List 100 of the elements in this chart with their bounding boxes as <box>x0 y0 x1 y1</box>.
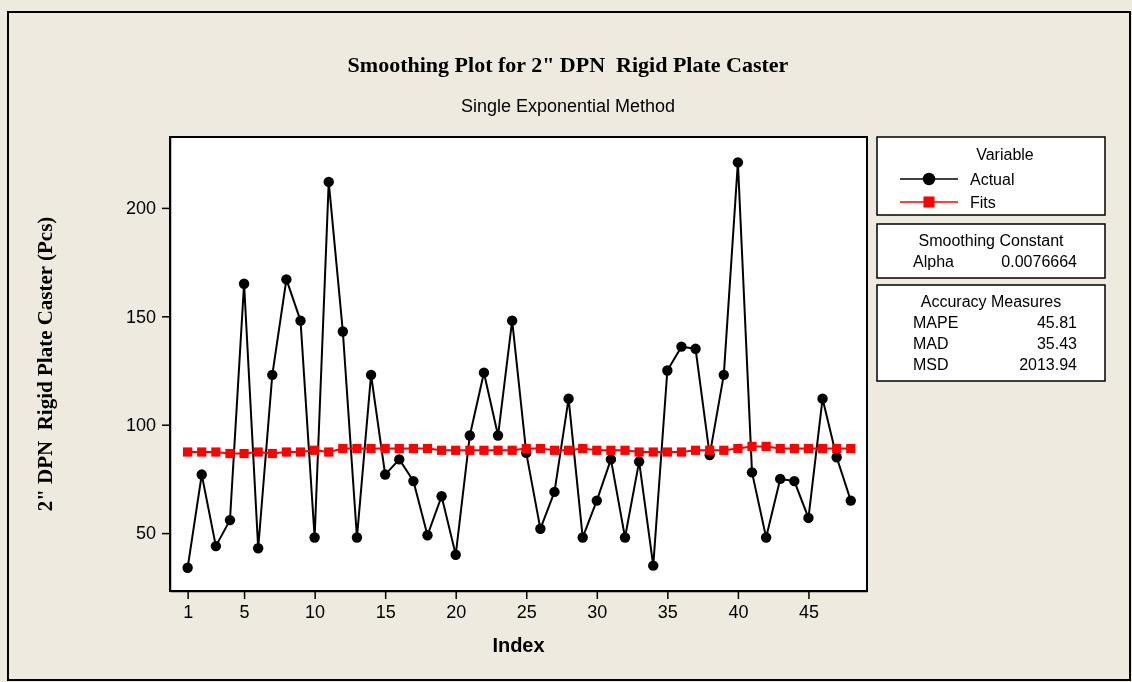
point <box>253 447 263 457</box>
point <box>845 495 856 506</box>
text: MAD 35.43 <box>913 335 1077 352</box>
point <box>746 467 758 478</box>
point <box>295 447 306 457</box>
point <box>479 445 489 455</box>
point <box>605 454 617 465</box>
text: MSD 2013.94 <box>913 356 1077 373</box>
point <box>338 443 348 454</box>
point <box>648 447 658 457</box>
text: MAPE 45.81 <box>913 314 1077 331</box>
point <box>619 532 631 543</box>
point <box>182 562 193 573</box>
point <box>310 445 320 455</box>
point <box>620 445 630 455</box>
point <box>719 445 729 455</box>
point <box>761 441 771 451</box>
text: Accuracy Measures <box>920 293 1062 310</box>
point <box>324 447 334 457</box>
point <box>634 447 644 457</box>
point <box>211 447 221 457</box>
point <box>817 393 828 404</box>
x-tick-label: 15 <box>375 601 396 622</box>
point <box>549 445 560 455</box>
point <box>747 441 757 451</box>
point <box>238 278 250 289</box>
point <box>281 447 292 457</box>
point <box>309 532 320 543</box>
point <box>197 447 207 457</box>
text: Smoothing Constant <box>918 232 1065 249</box>
point <box>408 475 419 487</box>
point <box>633 456 645 467</box>
y-axis-title: 2" DPN Rigid Plate Caster (Pcs) <box>33 216 57 512</box>
point <box>380 443 390 454</box>
text: Alpha 0.0076664 <box>913 253 1077 270</box>
x-tick-label: 25 <box>516 601 537 622</box>
point <box>775 473 786 485</box>
x-tick-label: 35 <box>657 601 678 622</box>
point <box>295 315 306 326</box>
point <box>422 443 433 454</box>
point <box>591 495 603 506</box>
point <box>337 326 349 337</box>
x-tick-label: 1 <box>183 601 194 622</box>
point <box>267 369 278 381</box>
point <box>492 430 504 441</box>
point <box>775 443 785 454</box>
point <box>408 443 418 454</box>
point <box>451 445 461 455</box>
chart-subtitle: Single Exponential Method <box>460 96 676 116</box>
point <box>436 445 447 455</box>
point <box>789 443 799 454</box>
point <box>733 443 743 454</box>
point <box>394 454 405 465</box>
point <box>676 341 687 352</box>
point <box>705 445 715 455</box>
point <box>832 443 842 454</box>
point <box>478 367 490 378</box>
point <box>210 540 222 552</box>
point <box>662 447 672 457</box>
point <box>507 445 517 455</box>
point <box>662 365 673 376</box>
point <box>365 369 377 381</box>
point <box>563 445 574 455</box>
point <box>394 443 404 454</box>
chart-title: Smoothing Plot for 2" DPN Rigid Plate Caster <box>347 52 789 77</box>
point <box>563 393 574 404</box>
point <box>817 443 828 454</box>
point <box>183 447 193 457</box>
point <box>267 448 277 459</box>
point <box>718 369 729 381</box>
point <box>578 443 588 454</box>
x-tick-label: 20 <box>446 601 467 622</box>
point <box>252 543 264 554</box>
y-tick-label: 200 <box>125 198 156 219</box>
point <box>323 176 334 188</box>
point <box>676 447 687 457</box>
point <box>351 532 363 543</box>
point <box>379 469 391 480</box>
y-tick-label: 50 <box>135 523 156 544</box>
point <box>465 445 475 455</box>
point <box>366 443 376 454</box>
point <box>224 514 236 526</box>
y-tick-label: 150 <box>125 306 156 327</box>
point <box>760 532 772 543</box>
x-tick-label: 45 <box>798 601 819 622</box>
point <box>803 512 814 524</box>
point <box>506 315 518 326</box>
point <box>846 443 856 454</box>
point <box>789 475 800 487</box>
point <box>464 430 476 441</box>
point <box>521 443 531 454</box>
legend-label: Fits <box>970 194 996 211</box>
point <box>549 486 560 498</box>
point <box>225 448 235 459</box>
point <box>281 274 292 285</box>
point <box>592 445 602 455</box>
x-tick-label: 5 <box>239 601 250 622</box>
point <box>535 443 545 454</box>
legend-label: Actual <box>970 171 1015 188</box>
point <box>196 469 207 480</box>
